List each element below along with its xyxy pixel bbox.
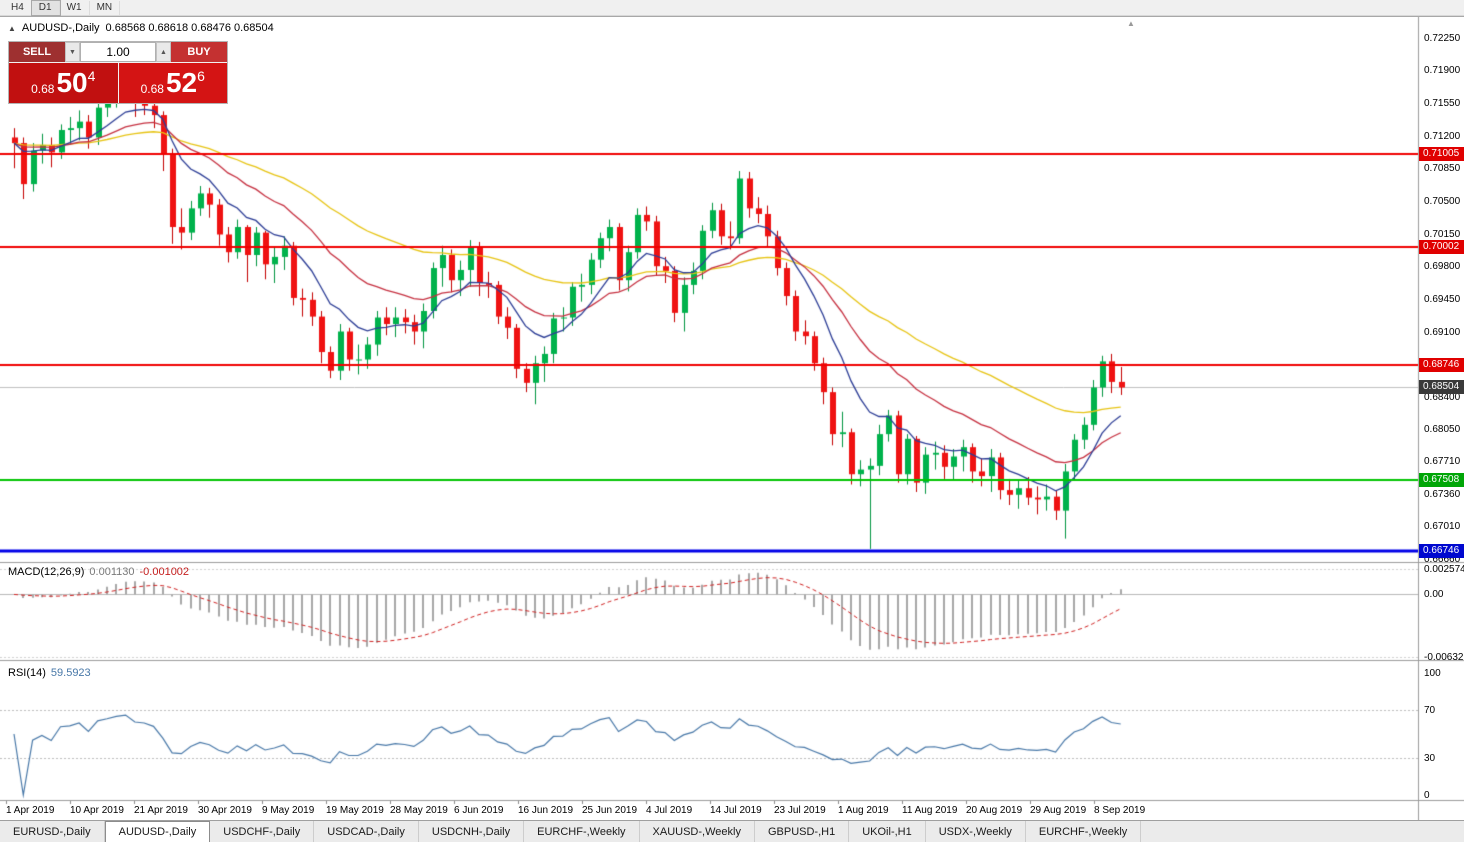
- chart-tab-bar: EURUSD-,Daily AUDUSD-,Daily USDCHF-,Daily U…: [0, 820, 1464, 842]
- buy-button[interactable]: BUY: [171, 42, 227, 62]
- sell-price-big: 50: [56, 67, 88, 98]
- chart-tab-usdchf-daily[interactable]: USDCHF-,Daily: [210, 821, 315, 842]
- chart-ohlc-values: 0.68568 0.68618 0.68476 0.68504: [105, 22, 274, 34]
- price-axis-tick: 0.67010: [1424, 521, 1461, 533]
- price-axis-tick: 0.71200: [1424, 130, 1461, 142]
- timeframe-button-w1[interactable]: W1: [60, 0, 90, 15]
- date-label: 21 Apr 2019: [134, 805, 188, 816]
- price-axis-tick: 0.71550: [1424, 97, 1461, 109]
- price-axis-tick: 0.67360: [1424, 488, 1461, 500]
- date-label: 8 Sep 2019: [1094, 805, 1146, 816]
- buy-price-prefix: 0.68: [140, 82, 164, 96]
- price-line-tag: 0.70002: [1419, 240, 1464, 255]
- date-label: 16 Jun 2019: [518, 805, 574, 816]
- chart-tab-eurchf-weekly[interactable]: EURCHF-,Weekly: [524, 821, 640, 842]
- volume-increase-button[interactable]: ▲: [156, 42, 171, 62]
- date-label: 20 Aug 2019: [966, 805, 1023, 816]
- macd-axis-label: 0.00: [1424, 589, 1444, 601]
- date-label: 25 Jun 2019: [582, 805, 638, 816]
- price-axis-tick: 0.70150: [1424, 228, 1461, 240]
- price-axis-tick: 0.68050: [1424, 424, 1461, 436]
- chart-tab-gbpusd-h1[interactable]: GBPUSD-,H1: [755, 821, 850, 842]
- macd-main-value: 0.001130: [89, 566, 135, 578]
- price-axis-tick: 0.69450: [1424, 293, 1461, 305]
- rsi-axis-label: 30: [1424, 753, 1436, 765]
- sell-button[interactable]: SELL: [9, 42, 65, 62]
- date-label: 14 Jul 2019: [710, 805, 762, 816]
- price-axis-tick: 0.71900: [1424, 65, 1461, 77]
- date-label: 29 Aug 2019: [1030, 805, 1087, 816]
- chart-tab-usdcnh-daily[interactable]: USDCNH-,Daily: [419, 821, 525, 842]
- price-axis-tick: 0.69100: [1424, 326, 1461, 338]
- price-axis-tick: 0.70500: [1424, 195, 1461, 207]
- price-line-tag: 0.66746: [1419, 544, 1464, 559]
- price-line-tag: 0.68746: [1419, 357, 1464, 372]
- macd-axis-label: -0.006326: [1424, 652, 1464, 663]
- chart-tab-usdcad-daily[interactable]: USDCAD-,Daily: [314, 821, 419, 842]
- price-axis-tick: 0.68400: [1424, 391, 1461, 403]
- timeframe-toolbar: H4 D1 W1 MN: [0, 0, 1464, 16]
- one-click-trading-panel: SELL ▼ ▲ BUY 0.68 50 4 0.68 52 6: [8, 41, 228, 104]
- date-label: 11 Aug 2019: [902, 805, 958, 816]
- chart-tab-eurchf-weekly[interactable]: EURCHF-,Weekly: [1026, 821, 1142, 842]
- macd-signal-value: -0.001002: [139, 566, 190, 578]
- volume-decrease-button[interactable]: ▼: [65, 42, 80, 62]
- rsi-axis-label: 0: [1424, 790, 1430, 801]
- price-axis-tick: 0.67710: [1424, 456, 1461, 468]
- sell-price-prefix: 0.68: [31, 82, 55, 96]
- sell-price-pip: 4: [87, 68, 96, 84]
- timeframe-button-d1[interactable]: D1: [30, 0, 61, 16]
- date-label: 23 Jul 2019: [774, 805, 826, 816]
- volume-input[interactable]: [80, 42, 156, 62]
- chart-title: AUDUSD-,Daily: [21, 22, 100, 34]
- price-axis-tick: 0.69800: [1424, 261, 1461, 273]
- date-label: 6 Jun 2019: [454, 805, 504, 816]
- date-label: 30 Apr 2019: [198, 805, 252, 816]
- chart-tab-ukoil-h1[interactable]: UKOil-,H1: [849, 821, 926, 842]
- chart-shift-marker: ▲: [1127, 19, 1135, 28]
- buy-price-big: 52: [165, 67, 198, 98]
- current-price-tag: 0.68504: [1419, 380, 1464, 395]
- rsi-axis-label: 100: [1424, 668, 1441, 679]
- chart-tab-xauusd-weekly[interactable]: XAUUSD-,Weekly: [640, 821, 755, 842]
- date-label: 1 Aug 2019: [838, 805, 889, 816]
- buy-price-button[interactable]: 0.68 52 6: [118, 63, 227, 103]
- rsi-axis-label: 70: [1424, 704, 1436, 716]
- timeframe-button-h4[interactable]: H4: [4, 0, 32, 15]
- timeframe-button-mn[interactable]: MN: [90, 0, 121, 15]
- sell-price-button[interactable]: 0.68 50 4: [9, 63, 118, 103]
- rsi-value: 59.5923: [50, 667, 91, 679]
- chart-header: ▲ AUDUSD-,Daily 0.68568 0.68618 0.68476 …: [8, 22, 274, 34]
- price-axis-tick: 0.70850: [1424, 163, 1461, 175]
- buy-price-pip: 6: [197, 68, 205, 84]
- chart-window: ▲ AUDUSD-,Daily 0.68568 0.68618 0.68476 …: [0, 16, 1464, 821]
- macd-label: MACD(12,26,9) 0.001130 -0.001002: [8, 566, 189, 578]
- macd-name: MACD(12,26,9): [8, 566, 85, 578]
- chart-tab-usdx-weekly[interactable]: USDX-,Weekly: [926, 821, 1026, 842]
- rsi-name: RSI(14): [8, 667, 46, 679]
- chart-tab-eurusd-daily[interactable]: EURUSD-,Daily: [0, 821, 105, 842]
- date-label: 4 Jul 2019: [646, 805, 693, 816]
- macd-axis-label: 0.002574: [1424, 564, 1464, 575]
- price-line-tag: 0.67508: [1419, 473, 1464, 488]
- rsi-label: RSI(14) 59.5923: [8, 667, 91, 679]
- panel-collapse-icon[interactable]: ▲: [8, 23, 16, 33]
- date-label: 28 May 2019: [390, 805, 448, 816]
- price-axis-tick: 0.66660: [1424, 554, 1461, 566]
- date-label: 1 Apr 2019: [6, 805, 55, 816]
- date-label: 19 May 2019: [326, 805, 384, 816]
- price-chart-canvas[interactable]: [0, 17, 1464, 821]
- date-label: 9 May 2019: [262, 805, 315, 816]
- date-label: 10 Apr 2019: [70, 805, 124, 816]
- price-line-tag: 0.71005: [1419, 146, 1464, 161]
- price-axis-tick: 0.72250: [1424, 32, 1461, 44]
- chart-tab-audusd-daily[interactable]: AUDUSD-,Daily: [104, 821, 211, 842]
